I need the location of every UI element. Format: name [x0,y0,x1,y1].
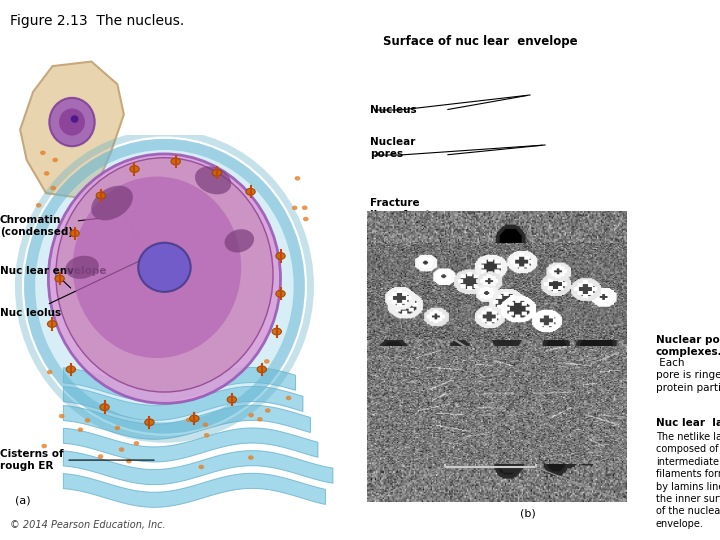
Ellipse shape [145,419,154,426]
Ellipse shape [55,275,64,282]
Polygon shape [63,387,303,420]
Polygon shape [63,428,318,462]
Ellipse shape [85,418,90,423]
Ellipse shape [59,109,85,136]
Ellipse shape [50,186,56,191]
Ellipse shape [50,98,95,146]
Text: Chromatin
(condensed): Chromatin (condensed) [0,215,98,237]
Text: Nuc leolus: Nuc leolus [0,261,140,318]
Ellipse shape [44,171,50,176]
Ellipse shape [73,177,241,358]
Ellipse shape [248,455,253,460]
Ellipse shape [248,413,254,417]
Ellipse shape [195,166,231,194]
Polygon shape [63,368,295,401]
Ellipse shape [48,154,281,403]
Ellipse shape [70,230,79,237]
Ellipse shape [91,186,133,220]
Text: The netlike lamina
composed of
intermediate
filaments formed
by lamins lines
the: The netlike lamina composed of intermedi… [656,432,720,529]
Text: Nuclear pore
complexes.: Nuclear pore complexes. [656,335,720,357]
Bar [445,403,536,467]
Ellipse shape [292,206,297,210]
Ellipse shape [199,465,204,469]
Ellipse shape [24,139,305,434]
Ellipse shape [286,396,292,400]
Text: Nuc lear  lamina.: Nuc lear lamina. [656,418,720,428]
Ellipse shape [130,166,139,172]
Ellipse shape [47,370,53,374]
Polygon shape [63,474,325,507]
Ellipse shape [59,414,65,418]
Ellipse shape [78,428,84,432]
Ellipse shape [264,359,269,363]
Ellipse shape [302,206,307,210]
Text: (b): (b) [520,508,536,518]
Ellipse shape [227,396,236,403]
Ellipse shape [119,447,125,452]
Text: Surface of nuc lear  envelope: Surface of nuc lear envelope [383,35,577,48]
Ellipse shape [257,366,266,373]
Ellipse shape [41,444,47,448]
Text: Nuc lear envelope: Nuc lear envelope [0,266,107,288]
Ellipse shape [96,192,106,199]
Ellipse shape [171,158,181,165]
Polygon shape [20,62,124,198]
Ellipse shape [186,417,192,422]
Ellipse shape [134,441,139,445]
Ellipse shape [265,408,271,413]
Ellipse shape [98,454,104,459]
Ellipse shape [56,158,273,392]
Ellipse shape [257,417,263,422]
Text: Nucleus: Nucleus [370,105,417,115]
Ellipse shape [204,433,210,437]
Ellipse shape [276,253,285,259]
Ellipse shape [272,328,282,335]
Ellipse shape [303,217,309,221]
Ellipse shape [48,321,57,327]
Ellipse shape [190,415,199,422]
Ellipse shape [276,291,285,297]
Text: (a): (a) [14,495,30,505]
Ellipse shape [225,229,254,253]
Ellipse shape [100,404,109,410]
Ellipse shape [36,203,42,207]
Ellipse shape [126,459,132,463]
Ellipse shape [246,188,256,195]
Ellipse shape [138,242,191,292]
Ellipse shape [71,115,78,123]
Text: Fracture
line of outer
membrane: Fracture line of outer membrane [370,198,443,232]
Ellipse shape [212,170,222,176]
Ellipse shape [66,366,76,373]
Ellipse shape [53,158,58,162]
Ellipse shape [40,151,45,155]
Text: Figure 2.13  The nucleus.: Figure 2.13 The nucleus. [10,14,184,28]
Polygon shape [63,406,310,439]
Ellipse shape [294,176,300,180]
Ellipse shape [66,256,99,279]
Text: Each
pore is ringed by
protein particles.: Each pore is ringed by protein particles… [656,358,720,393]
Text: Cisterns of
rough ER: Cisterns of rough ER [0,449,154,471]
Text: © 2014 Pearson Education, Inc.: © 2014 Pearson Education, Inc. [10,520,166,530]
Ellipse shape [114,426,120,430]
Ellipse shape [202,422,208,427]
Polygon shape [63,451,333,484]
Text: Nuclear
pores: Nuclear pores [370,137,415,159]
